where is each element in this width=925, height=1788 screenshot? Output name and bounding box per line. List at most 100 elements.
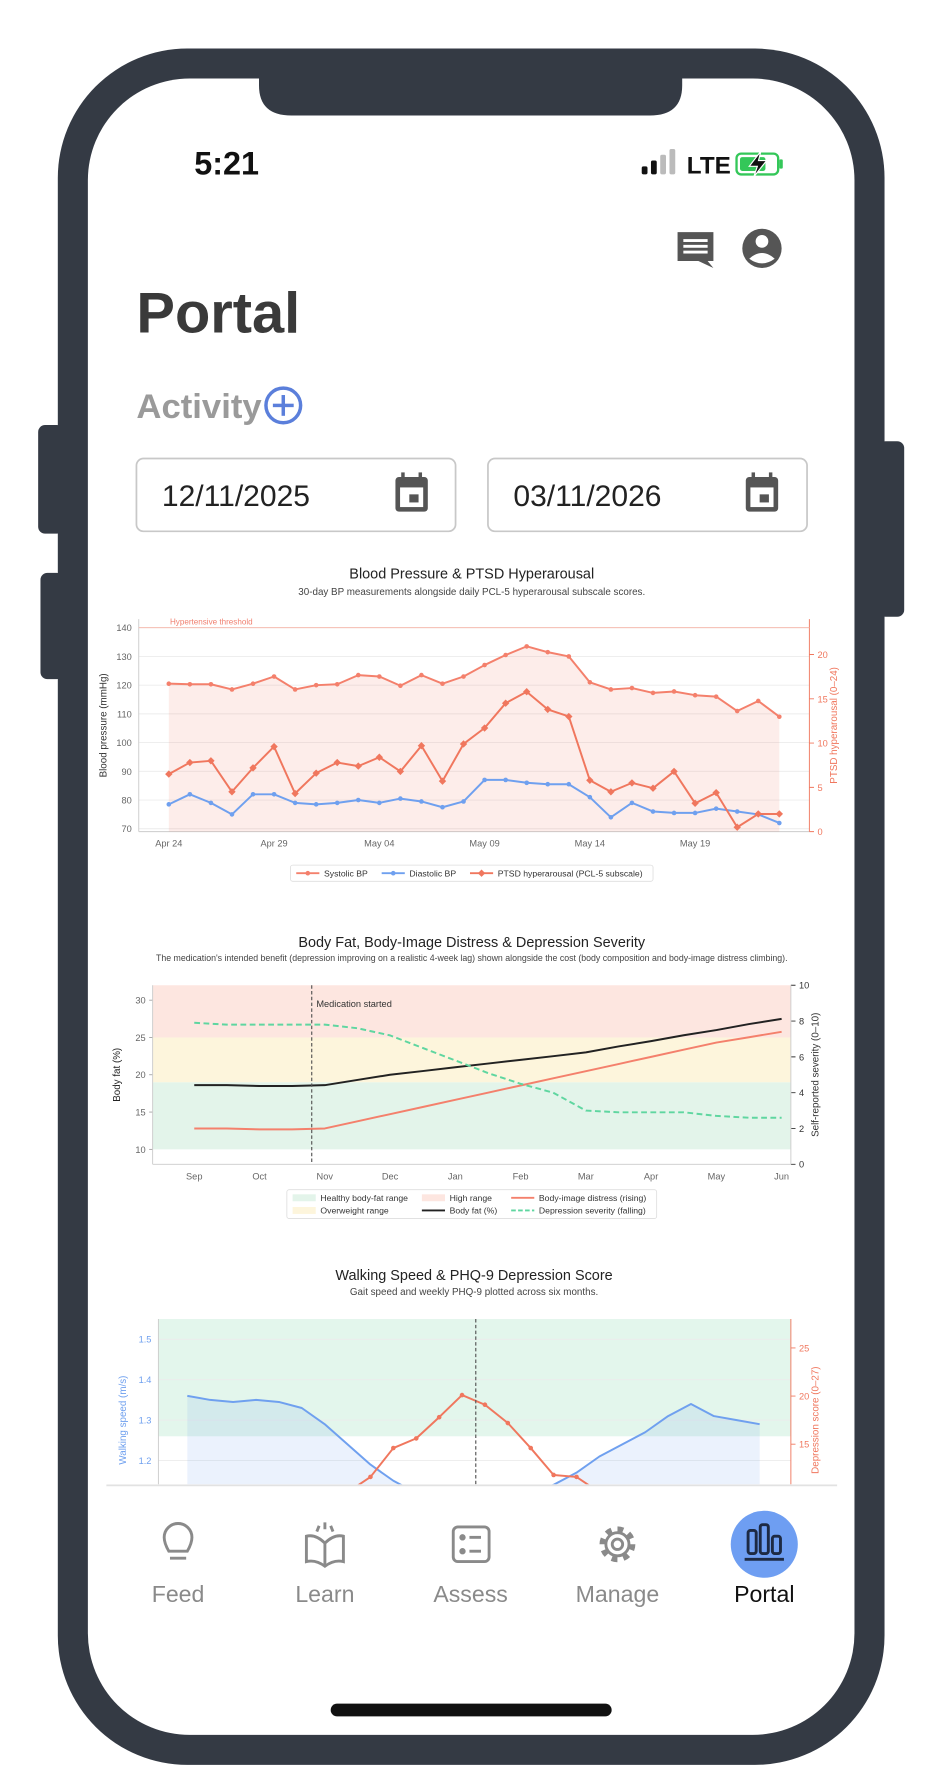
legend-label: Overweight range [320, 1206, 389, 1216]
data-point [480, 724, 489, 732]
nav-label[interactable]: Portal [734, 1581, 794, 1607]
portal-icon [730, 1510, 798, 1578]
data-point [586, 776, 594, 784]
feed-icon [162, 1522, 194, 1560]
nav-label[interactable]: Feed [152, 1581, 205, 1607]
data-point [608, 687, 614, 692]
page-title: Portal [136, 282, 300, 346]
data-point [461, 674, 466, 679]
y-tick-label: 80 [122, 796, 132, 806]
data-point [390, 870, 396, 876]
legend-label: PTSD hyperarousal (PCL-5 subscale) [498, 868, 643, 878]
x-tick-label: Apr 24 [155, 839, 182, 849]
side-button [878, 441, 905, 617]
data-point [377, 800, 382, 806]
y2-axis-label: PTSD hyperarousal (0–24) [829, 667, 840, 784]
y-tick-label: 120 [116, 681, 131, 691]
chart: Walking Speed & PHQ-9 Depression Score Ga… [118, 1268, 822, 1485]
x-tick-label: May 04 [364, 839, 394, 849]
home-indicator [330, 1703, 612, 1717]
data-point [440, 804, 445, 810]
data-point [229, 812, 235, 817]
data-point [413, 1436, 419, 1441]
status-time: 5:21 [194, 145, 259, 181]
y2-tick-label: 15 [817, 694, 827, 704]
data-point [313, 682, 319, 688]
data-point [482, 1402, 488, 1408]
data-point [650, 690, 656, 696]
start-date-input[interactable]: 12/11/2025 [135, 457, 457, 533]
series-line [187, 1394, 760, 1485]
data-point [249, 764, 257, 772]
data-point [398, 683, 403, 689]
series-line [168, 645, 780, 718]
data-point [375, 753, 384, 761]
legend-label: Diastolic BP [409, 868, 456, 878]
data-point [440, 681, 445, 687]
nav-label[interactable]: Assess [433, 1581, 508, 1607]
data-point [566, 781, 572, 787]
y-tick-label: 1.2 [139, 1456, 152, 1466]
x-tick-label: Sep [186, 1171, 202, 1181]
data-point [186, 758, 194, 767]
data-point [574, 1474, 579, 1480]
legend-box [286, 1189, 658, 1219]
y-axis-label: Walking speed (m/s) [118, 1376, 129, 1465]
y2-tick-label: 6 [799, 1052, 804, 1062]
data-point [291, 789, 299, 798]
legend-label: Depression severity (falling) [539, 1206, 646, 1216]
end-date-input[interactable]: 03/11/2026 [487, 457, 808, 533]
data-point [692, 810, 698, 816]
data-point [459, 1392, 465, 1398]
profile-button[interactable] [742, 228, 782, 268]
x-tick-label: Jun [774, 1171, 789, 1181]
x-tick-label: May 14 [575, 839, 605, 849]
x-tick-label: May [708, 1171, 726, 1181]
event-label: Medication started [316, 999, 392, 1009]
data-point [438, 777, 447, 785]
data-point [501, 699, 510, 707]
data-point [524, 780, 530, 786]
legend-label: Body fat (%) [450, 1206, 498, 1216]
y-tick-label: 30 [135, 996, 145, 1006]
y2-axis-label: Depression score (0–27) [811, 1366, 822, 1473]
y2-tick-label: 15 [799, 1440, 809, 1450]
series-area [187, 1395, 760, 1485]
legend-label: Systolic BP [324, 868, 368, 878]
range-band [158, 1319, 791, 1437]
y-tick-label: 140 [116, 623, 131, 633]
learn-icon [304, 1522, 345, 1569]
end-date: 03/11/2026 [513, 480, 661, 513]
data-point [313, 802, 319, 807]
data-point [775, 810, 784, 818]
chart-subtitle: Gait speed and weekly PHQ-9 plotted acro… [350, 1287, 598, 1298]
y-tick-label: 1.4 [139, 1375, 152, 1385]
nav-label[interactable]: Manage [576, 1581, 660, 1607]
y2-tick-label: 2 [799, 1124, 804, 1134]
data-point [524, 644, 530, 649]
data-point [292, 800, 298, 806]
nav-bar: Feed Learn Assess Manage Portal [152, 1581, 795, 1607]
data-point [691, 799, 699, 807]
x-tick-label: Oct [252, 1171, 267, 1181]
y2-tick-label: 5 [817, 783, 822, 793]
legend-swatch [292, 1207, 316, 1214]
y2-tick-label: 25 [799, 1343, 809, 1353]
charts: Blood Pressure & PTSD Hyperarousal 30-day… [98, 567, 840, 1485]
data-point [207, 757, 215, 765]
data-point [355, 672, 361, 678]
battery-icon [735, 150, 783, 178]
data-point [334, 681, 340, 687]
y2-tick-label: 4 [799, 1088, 804, 1098]
nav-label[interactable]: Learn [295, 1581, 354, 1607]
x-tick-label: Mar [578, 1171, 594, 1181]
chart-title: Walking Speed & PHQ-9 Depression Score [335, 1268, 612, 1284]
series-line [357, 1394, 590, 1485]
add-activity-button[interactable] [264, 386, 303, 425]
assess-icon [451, 1525, 491, 1564]
data-point [545, 649, 551, 655]
y2-axis-label: Self-reported severity (0–10) [811, 1013, 822, 1137]
messages-button[interactable] [677, 232, 714, 268]
chart-subtitle: The medication's intended benefit (depre… [156, 953, 788, 963]
